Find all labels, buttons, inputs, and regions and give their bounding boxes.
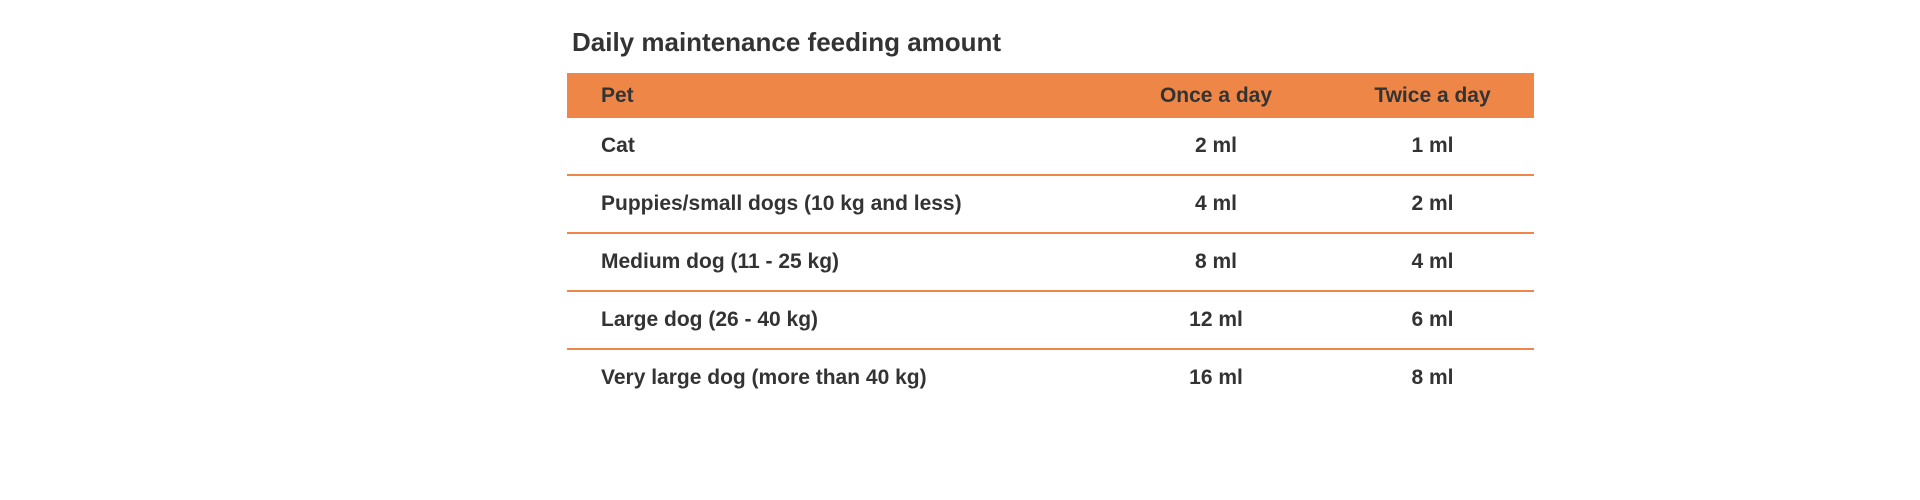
- table-cell: 8 ml: [1101, 233, 1331, 292]
- feeding-table: Pet Once a day Twice a day Cat 2 ml 1 ml Pupp…: [567, 73, 1534, 406]
- table-row: Cat 2 ml 1 ml: [567, 118, 1534, 176]
- table-row: Medium dog (11 - 25 kg) 8 ml 4 ml: [567, 233, 1534, 292]
- table-cell: 1 ml: [1331, 118, 1534, 176]
- table-cell: 4 ml: [1331, 233, 1534, 292]
- table-cell: 4 ml: [1101, 175, 1331, 234]
- table-body: Cat 2 ml 1 ml Puppies/small dogs (10 kg and…: [567, 118, 1534, 406]
- table-cell: Medium dog (11 - 25 kg): [567, 233, 1101, 292]
- table-cell: 2 ml: [1331, 175, 1534, 234]
- table-cell: Puppies/small dogs (10 kg and less): [567, 175, 1101, 234]
- header-cell: Pet: [567, 73, 1101, 118]
- header-cell: Twice a day: [1331, 73, 1534, 118]
- table-cell: 8 ml: [1411, 366, 1454, 389]
- table-cell: 16 ml: [1189, 366, 1243, 389]
- table-cell: Cat: [567, 118, 1101, 176]
- header-cell: Once a day: [1101, 73, 1331, 118]
- table-row: Puppies/small dogs (10 kg and less) 4 ml 2…: [567, 175, 1534, 234]
- table-cell: Very large dog (more than 40 kg): [601, 366, 927, 389]
- table-cell: 12 ml: [1101, 291, 1331, 350]
- table-cell: Large dog (26 - 40 kg): [567, 291, 1101, 350]
- table-header: Pet Once a day Twice a day: [567, 73, 1534, 118]
- header-row: Pet Once a day Twice a day: [567, 73, 1534, 118]
- content: Daily maintenance feeding amount Pet Once…: [567, 22, 1534, 406]
- table-row: Very large dog (more than 40 kg) 16 ml 8 m…: [567, 349, 1534, 406]
- title: Daily maintenance feeding amount: [572, 27, 1002, 57]
- table-cell: 2 ml: [1101, 118, 1331, 176]
- table-cell: 6 ml: [1331, 291, 1534, 350]
- table-row: Large dog (26 - 40 kg) 12 ml 6 ml: [567, 291, 1534, 350]
